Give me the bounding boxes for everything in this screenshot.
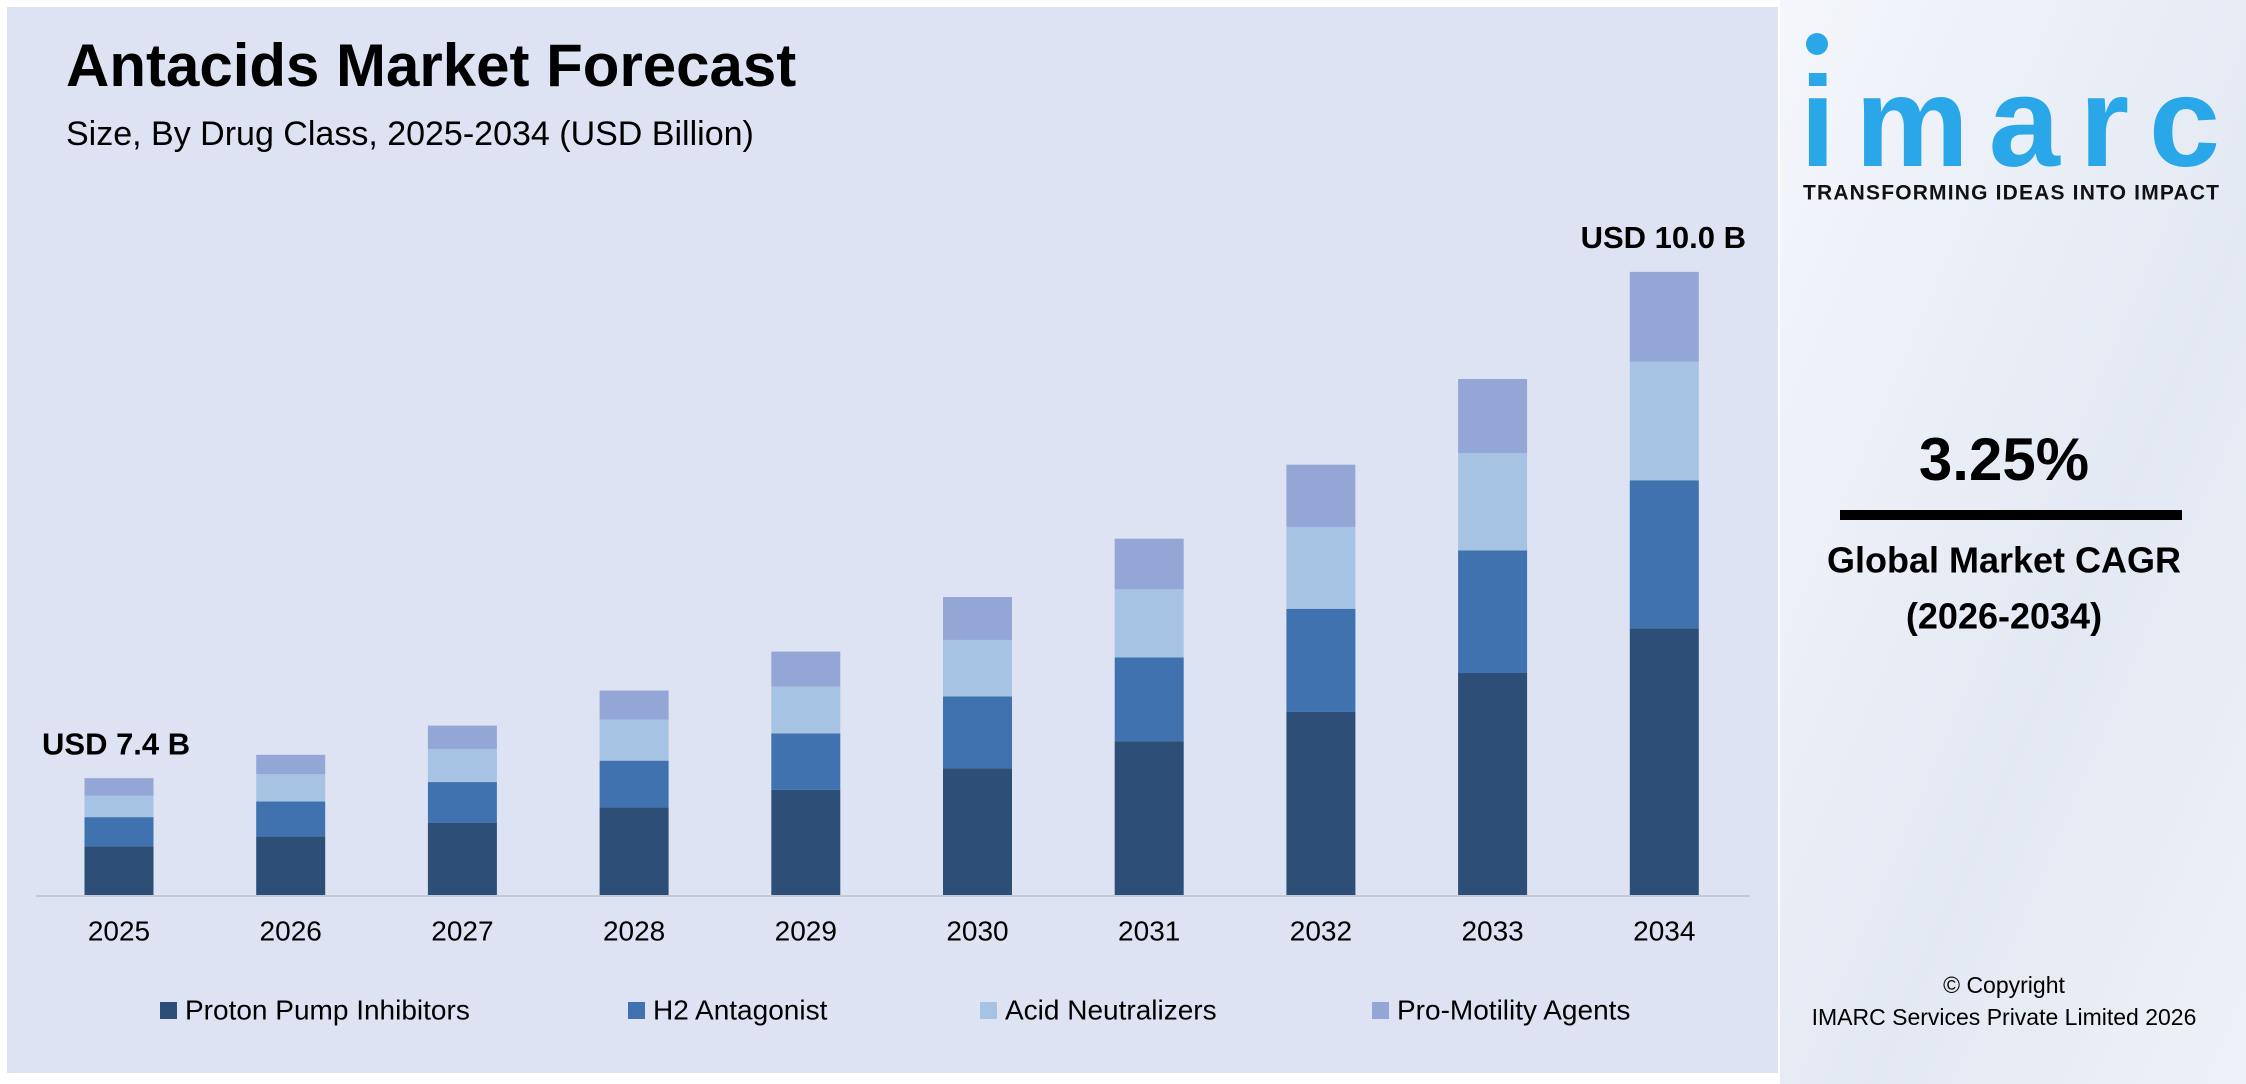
annotation: USD 7.4 B <box>42 726 190 761</box>
chart-title: Antacids Market Forecast <box>66 32 796 99</box>
logo-dot <box>1806 33 1828 55</box>
legend-label: Acid Neutralizers <box>1005 994 1217 1025</box>
bar-segment <box>1629 628 1699 895</box>
bar-segment <box>599 719 669 761</box>
bar-segment <box>599 760 669 808</box>
bar-segment <box>256 774 326 802</box>
x-tick-label: 2029 <box>775 915 837 946</box>
copyright: © Copyright <box>1943 972 2065 998</box>
bar-segment <box>943 768 1012 895</box>
bar-segment <box>1629 271 1699 362</box>
tagline: TRANSFORMING IDEAS INTO IMPACT <box>1803 182 2219 205</box>
bar-segment <box>771 733 841 790</box>
cagr-label: Global Market CAGR <box>1827 540 2181 581</box>
cagr-period: (2026-2034) <box>1906 596 2102 637</box>
legend-swatch <box>980 1002 997 1019</box>
bar-segment <box>599 690 669 720</box>
sidebar-panel <box>1780 0 2246 1084</box>
bar-segment <box>427 748 497 783</box>
bar-segment <box>1114 538 1184 590</box>
bar-segment <box>1114 657 1184 742</box>
bar-segment <box>1286 526 1356 609</box>
bar-segment <box>256 754 326 775</box>
bar-segment <box>427 782 497 823</box>
bar-segment <box>1286 464 1356 527</box>
legend-swatch <box>628 1002 645 1019</box>
bar-segment <box>1458 673 1528 895</box>
x-tick-label: 2025 <box>88 915 150 946</box>
bar-segment <box>1114 741 1184 895</box>
bar-segment <box>771 686 841 734</box>
legend-label: H2 Antagonist <box>653 994 828 1025</box>
x-tick-label: 2030 <box>946 915 1008 946</box>
bar-segment <box>1458 452 1528 551</box>
bar-segment <box>256 836 326 895</box>
bar-segment <box>599 807 669 895</box>
logo: imarc <box>1800 51 2220 194</box>
x-tick-label: 2032 <box>1290 915 1352 946</box>
bar-segment <box>84 795 154 818</box>
bar-segment <box>1629 361 1699 481</box>
annotation: USD 10.0 B <box>1581 220 1746 255</box>
x-tick-label: 2033 <box>1461 915 1523 946</box>
bar-segment <box>1629 480 1699 629</box>
bar-segment <box>943 639 1012 697</box>
company: IMARC Services Private Limited 2026 <box>1812 1004 2197 1030</box>
x-tick-label: 2028 <box>603 915 665 946</box>
bar-segment <box>943 696 1012 769</box>
bar-segment <box>84 846 154 895</box>
x-tick-label: 2034 <box>1633 915 1695 946</box>
bar-segment <box>256 801 326 837</box>
bar-segment <box>771 789 841 895</box>
cagr-rule <box>1840 510 2182 520</box>
bar-segment <box>943 597 1012 640</box>
x-tick-label: 2026 <box>260 915 322 946</box>
bar-segment <box>427 725 497 749</box>
x-tick-label: 2027 <box>431 915 493 946</box>
legend-label: Pro-Motility Agents <box>1397 994 1630 1025</box>
legend-swatch <box>1372 1002 1389 1019</box>
bar-segment <box>771 651 841 687</box>
bar-segment <box>1286 711 1356 895</box>
chart-subtitle: Size, By Drug Class, 2025-2034 (USD Bill… <box>66 115 754 153</box>
legend-swatch <box>160 1002 177 1019</box>
cagr-value: 3.25% <box>1919 426 2089 493</box>
bar-segment <box>1286 608 1356 712</box>
bar-segment <box>1458 550 1528 674</box>
bar-segment <box>84 778 154 796</box>
bar-segment <box>1114 589 1184 658</box>
bar-segment <box>84 817 154 847</box>
bar-segment <box>1458 378 1528 453</box>
x-tick-label: 2031 <box>1118 915 1180 946</box>
bar-segment <box>427 822 497 895</box>
legend-label: Proton Pump Inhibitors <box>185 994 470 1025</box>
